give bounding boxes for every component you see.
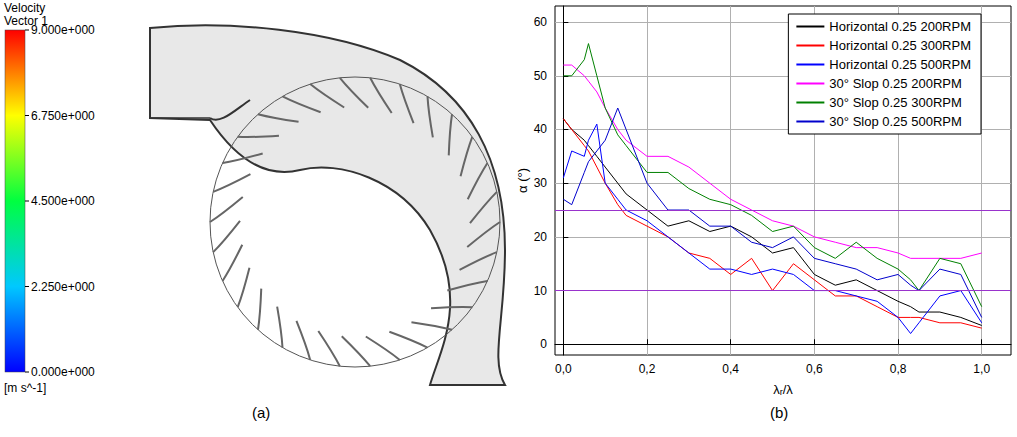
svg-text:[m s^-1]: [m s^-1] (4, 381, 46, 395)
svg-text:Horizontal 0.25 200RPM: Horizontal 0.25 200RPM (829, 19, 971, 34)
html-text:(a): (a) (252, 404, 271, 421)
svg-text:20: 20 (534, 230, 548, 244)
svg-text:30: 30 (534, 176, 548, 190)
svg-text:0.000e+000: 0.000e+000 (31, 365, 95, 379)
svg-text:Vector 1: Vector 1 (4, 14, 48, 28)
svg-text:α (°): α (°) (515, 168, 530, 193)
html-text:(b): (b) (770, 404, 789, 421)
svg-text:9.000e+000: 9.000e+000 (31, 23, 95, 37)
svg-text:0,0: 0,0 (555, 362, 572, 376)
svg-text:Horizontal 0.25 500RPM: Horizontal 0.25 500RPM (829, 57, 971, 72)
svg-text:0: 0 (540, 337, 547, 351)
svg-text:2.250e+000: 2.250e+000 (31, 280, 95, 294)
svg-text:Horizontal 0.25 300RPM: Horizontal 0.25 300RPM (829, 38, 971, 53)
svg-text:0,2: 0,2 (639, 362, 656, 376)
svg-text:30° Slop 0.25 200RPM: 30° Slop 0.25 200RPM (829, 76, 961, 91)
svg-text:0,8: 0,8 (890, 362, 907, 376)
svg-text:0,4: 0,4 (722, 362, 739, 376)
svg-text:40: 40 (534, 122, 548, 136)
svg-text:10: 10 (534, 284, 548, 298)
svg-text:6.750e+000: 6.750e+000 (31, 109, 95, 123)
svg-text:30° Slop 0.25 300RPM: 30° Slop 0.25 300RPM (829, 95, 961, 110)
svg-text:Velocity: Velocity (4, 1, 45, 15)
svg-text:50: 50 (534, 69, 548, 83)
svg-text:λᵣ/λ: λᵣ/λ (773, 382, 793, 397)
svg-text:60: 60 (534, 15, 548, 29)
svg-text:4.500e+000: 4.500e+000 (31, 194, 95, 208)
svg-text:1,0: 1,0 (973, 362, 990, 376)
svg-text:30° Slop 0.25 500RPM: 30° Slop 0.25 500RPM (829, 114, 961, 129)
svg-text:0,6: 0,6 (806, 362, 823, 376)
